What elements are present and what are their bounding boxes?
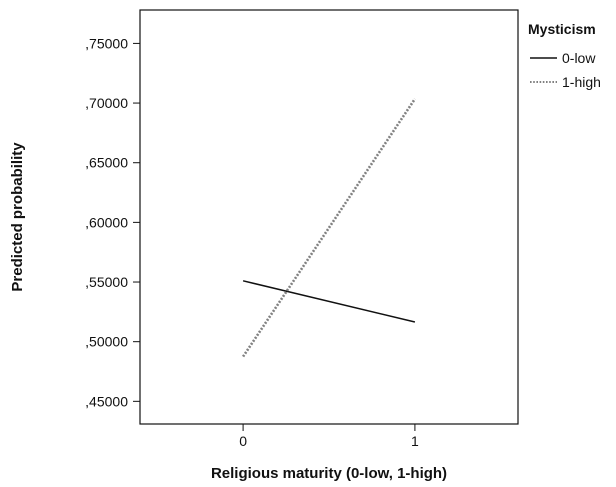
y-tick-label: ,60000: [85, 214, 128, 230]
x-tick-label: 0: [239, 433, 247, 449]
legend-label-1-high: 1-high: [562, 74, 601, 90]
legend-title: Mysticism: [528, 21, 596, 37]
legend-label-0-low: 0-low: [562, 50, 596, 66]
legend: Mysticism 0-low 1-high: [528, 21, 601, 90]
y-tick-label: ,65000: [85, 155, 128, 171]
x-axis-title: Religious maturity (0-low, 1-high): [211, 465, 447, 482]
y-tick-label: ,75000: [85, 35, 128, 51]
series-line-0-low: [242, 280, 416, 323]
y-tick-label: ,70000: [85, 95, 128, 111]
y-tick-label: ,55000: [85, 274, 128, 290]
y-axis-title: Predicted probability: [9, 142, 26, 292]
y-tick-label: ,45000: [85, 393, 128, 409]
series-lines: [242, 98, 416, 358]
y-axis-ticks: ,45000 ,50000 ,55000 ,60000 ,65000 ,70000 ,750…: [85, 35, 140, 409]
plot-frame: [139, 9, 519, 425]
x-tick-label: 1: [411, 433, 419, 449]
y-tick-label: ,50000: [85, 334, 128, 350]
series-line-1-high: [242, 98, 416, 358]
